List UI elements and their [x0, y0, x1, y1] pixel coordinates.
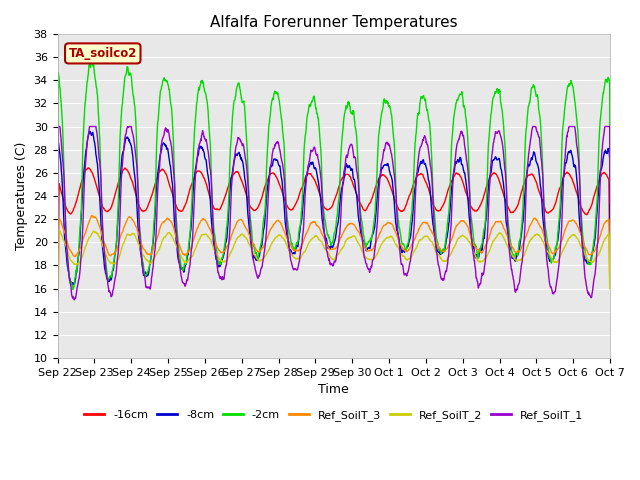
- Text: TA_soilco2: TA_soilco2: [68, 47, 137, 60]
- X-axis label: Time: Time: [319, 383, 349, 396]
- Y-axis label: Temperatures (C): Temperatures (C): [15, 142, 28, 250]
- Title: Alfalfa Forerunner Temperatures: Alfalfa Forerunner Temperatures: [210, 15, 458, 30]
- Legend: -16cm, -8cm, -2cm, Ref_SoilT_3, Ref_SoilT_2, Ref_SoilT_1: -16cm, -8cm, -2cm, Ref_SoilT_3, Ref_Soil…: [80, 406, 588, 425]
